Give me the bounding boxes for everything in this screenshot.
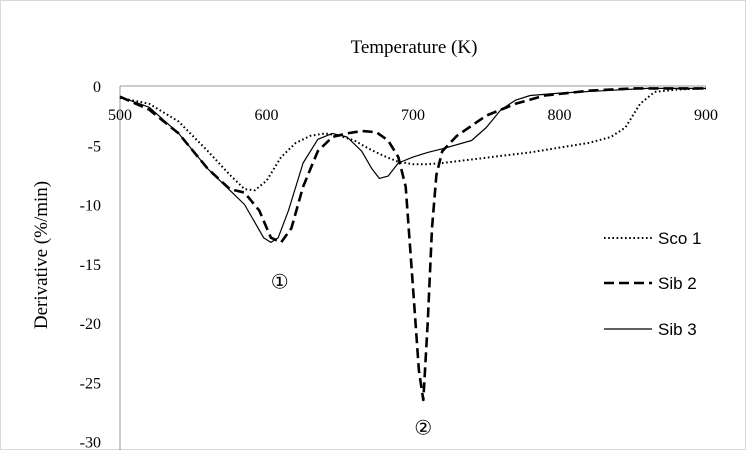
annotation-label: ①	[271, 272, 289, 294]
series-line-sib-3	[119, 87, 706, 243]
y-tick-label: -20	[80, 316, 101, 333]
annotation-label: ②	[414, 417, 432, 439]
x-tick-label: 600	[255, 107, 279, 124]
legend-label: Sib 3	[658, 320, 697, 339]
x-tick-label: 900	[694, 107, 718, 124]
series-line-sib-2	[119, 87, 706, 402]
chart-title: Temperature (K)	[351, 37, 478, 58]
x-tick-label: 700	[401, 107, 425, 124]
y-tick-label: -10	[80, 198, 101, 215]
y-axis-label: Derivative (%/min)	[31, 181, 52, 329]
y-tick-label: -25	[80, 375, 101, 392]
y-tick-label: -30	[80, 435, 101, 450]
legend-label: Sib 2	[658, 274, 697, 293]
y-tick-label: -5	[88, 138, 101, 155]
legend-label: Sco 1	[658, 229, 701, 248]
x-tick-label: 800	[548, 107, 572, 124]
x-tick-label: 500	[108, 107, 132, 124]
y-tick-label: -15	[80, 257, 101, 274]
y-tick-label: 0	[93, 79, 101, 96]
